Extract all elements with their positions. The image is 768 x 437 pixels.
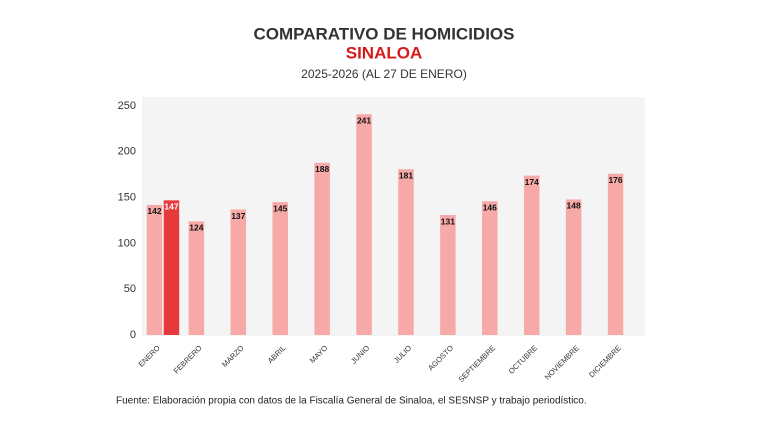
data-label: 188 [315, 164, 329, 174]
chart-subtitle: SINALOA [346, 43, 423, 62]
bar [607, 173, 624, 335]
source-note: Fuente: Elaboración propia con datos de … [116, 396, 587, 407]
data-label: 148 [567, 201, 581, 211]
y-tick-label: 150 [118, 192, 136, 204]
x-tick-label: JUNIO [349, 343, 371, 365]
chart-title: COMPARATIVO DE HOMICIDIOS [254, 24, 515, 43]
x-tick-label: ABRIL [266, 343, 288, 365]
x-tick-label: FEBRERO [172, 343, 204, 375]
x-tick-label: MARZO [220, 343, 246, 369]
data-label: 137 [231, 211, 245, 221]
data-label: 181 [399, 170, 413, 180]
x-tick-label: OCTUBRE [507, 343, 539, 375]
bar [188, 221, 205, 335]
x-tick-label: DICIEMBRE [587, 343, 623, 379]
bar [398, 169, 414, 335]
data-label: 176 [608, 175, 622, 185]
data-label: 131 [441, 216, 455, 226]
data-label: 145 [273, 203, 287, 213]
bar [356, 114, 372, 335]
data-label: 174 [525, 177, 539, 187]
y-tick-label: 250 [118, 100, 136, 112]
y-tick-label: 200 [118, 146, 136, 158]
data-label: 146 [483, 203, 497, 213]
x-tick-label: NOVIEMBRE [543, 343, 581, 381]
y-tick-label: 50 [124, 283, 136, 295]
data-label: 147 [164, 202, 178, 212]
bar [272, 202, 288, 335]
bar [314, 162, 330, 335]
data-label: 142 [147, 206, 161, 216]
data-label: 241 [357, 115, 371, 125]
y-tick-label: 0 [130, 329, 136, 341]
y-tick-label: 100 [118, 237, 136, 249]
plot-area [142, 97, 645, 336]
bar [482, 201, 498, 335]
bar [163, 200, 180, 335]
x-tick-label: SEPTIEMBRE [457, 343, 498, 384]
x-tick-label: MAYO [308, 343, 330, 365]
x-tick-label: JULIO [392, 343, 414, 365]
bar [523, 175, 540, 335]
chart-period: 2025-2026 (AL 27 DE ENERO) [301, 67, 467, 81]
x-tick-label: AGOSTO [426, 343, 455, 372]
bar [440, 215, 456, 335]
x-tick-label: ENERO [137, 343, 162, 368]
bar [230, 209, 247, 335]
bar [565, 199, 582, 335]
data-label: 124 [189, 223, 203, 233]
bar [146, 204, 163, 335]
